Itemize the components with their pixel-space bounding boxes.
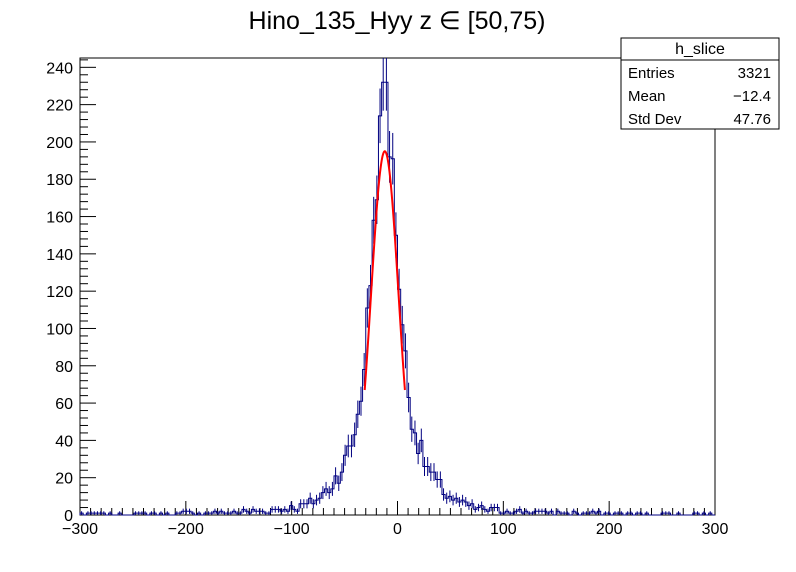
- y-tick-label: 160: [46, 210, 73, 227]
- stats-mean-label: Mean: [628, 88, 666, 105]
- y-tick-label: 120: [46, 284, 73, 301]
- y-tick-label: 140: [46, 247, 73, 264]
- y-tick-label: 180: [46, 172, 73, 189]
- x-tick-label: 0: [393, 521, 402, 538]
- y-tick-label: 40: [55, 433, 73, 450]
- fit-curve: [363, 150, 406, 391]
- stats-entries-label: Entries: [628, 65, 675, 82]
- stats-stddev-label: Std Dev: [628, 111, 682, 128]
- y-tick-label: 20: [55, 471, 73, 488]
- y-tick-label: 240: [46, 60, 73, 77]
- y-axis: 0 20 40 60 80 100 120 140 160 180 200 220 240: [46, 59, 96, 525]
- gaussian-fit: [363, 150, 406, 391]
- x-tick-label: −100: [274, 521, 310, 538]
- stats-box-title: h_slice: [675, 41, 725, 58]
- stats-entries-value: 3321: [738, 65, 771, 82]
- x-tick-label: 300: [702, 521, 729, 538]
- stats-box-frame: [620, 37, 780, 130]
- x-tick-label: −300: [62, 521, 98, 538]
- y-tick-label: 0: [64, 508, 73, 525]
- y-tick-label: 100: [46, 321, 73, 338]
- x-tick-label: 100: [490, 521, 517, 538]
- y-tick-label: 80: [55, 359, 73, 376]
- stats-box: h_slice Entries 3321 Mean −12.4 Std Dev …: [620, 37, 780, 130]
- x-axis: −300 −200 −100 0 100 200 300: [62, 501, 728, 538]
- x-tick-label: 200: [596, 521, 623, 538]
- stats-stddev-value: 47.76: [733, 111, 771, 128]
- chart-title: Hino_135_Hyy z ∈ [50,75): [249, 7, 546, 35]
- y-tick-label: 220: [46, 98, 73, 115]
- x-tick-label: −200: [168, 521, 204, 538]
- y-tick-label: 60: [55, 396, 73, 413]
- stats-mean-value: −12.4: [733, 88, 771, 105]
- y-tick-label: 200: [46, 135, 73, 152]
